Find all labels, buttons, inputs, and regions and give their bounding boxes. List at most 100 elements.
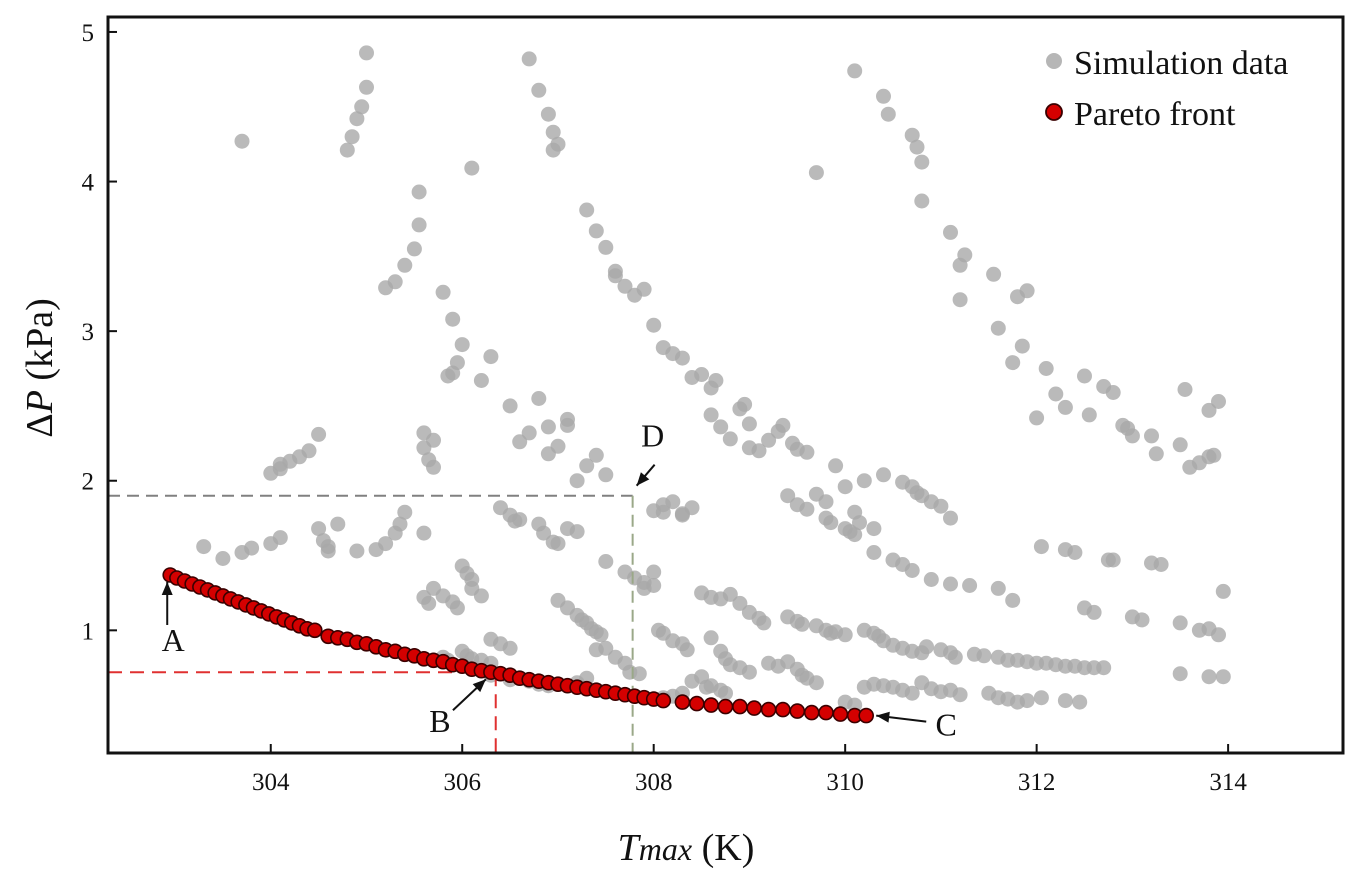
simulation-point (1148, 446, 1164, 462)
x-tick-label: 306 (443, 769, 481, 796)
simulation-point (1172, 437, 1188, 453)
x-axis-unit: (K) (702, 827, 755, 869)
simulation-point (512, 434, 528, 450)
simulation-point (234, 133, 250, 149)
pareto-point (832, 706, 849, 722)
simulation-point (449, 355, 465, 371)
simulation-point (703, 407, 719, 423)
simulation-point (837, 479, 853, 495)
simulation-point (1033, 690, 1049, 706)
simulation-point (794, 616, 810, 632)
x-tick-label: 304 (252, 769, 290, 796)
simulation-point (962, 578, 978, 593)
simulation-point (397, 504, 413, 520)
simulation-point (947, 649, 963, 665)
pareto-point (858, 707, 875, 724)
simulation-point (646, 578, 662, 593)
annotation-d-label: D (641, 418, 664, 454)
simulation-point (244, 540, 260, 556)
simulation-point (1211, 394, 1226, 409)
simulation-point (215, 551, 231, 566)
pareto-point (803, 704, 820, 721)
simulation-point (426, 432, 441, 448)
simulation-point (986, 266, 1002, 282)
simulation-point (406, 241, 422, 257)
simulation-point (852, 515, 867, 531)
simulation-point (540, 106, 556, 122)
simulation-point (473, 373, 489, 388)
simulation-point (876, 467, 891, 483)
simulation-point (1005, 355, 1021, 371)
legend-pareto-marker (1045, 103, 1063, 121)
simulation-point (957, 247, 973, 263)
simulation-point (775, 417, 791, 433)
simulation-point (823, 515, 839, 531)
simulation-point (732, 595, 748, 611)
pareto-point (818, 704, 834, 721)
simulation-point (540, 419, 556, 435)
simulation-point (311, 426, 327, 442)
simulation-point (722, 431, 738, 447)
simulation-point (847, 63, 863, 79)
annotation-b-label: B (429, 703, 450, 739)
simulation-point (579, 458, 595, 474)
y-tick-label: 3 (82, 319, 95, 346)
simulation-point (1124, 428, 1140, 444)
simulation-point (646, 317, 662, 333)
x-axis-main: T (618, 827, 642, 869)
pareto-point (789, 703, 806, 719)
simulation-point (646, 564, 662, 580)
legend-simulation-label: Simulation data (1074, 45, 1288, 82)
simulation-point (349, 111, 365, 127)
x-tick-label: 308 (635, 769, 673, 796)
simulation-point (359, 79, 374, 95)
annotation-d-arrow-head (636, 472, 650, 486)
simulation-point (521, 51, 537, 67)
simulation-point (330, 516, 346, 532)
simulation-point (301, 443, 317, 459)
simulation-point (593, 627, 609, 643)
simulation-point (339, 142, 355, 158)
simulation-point (1057, 693, 1073, 709)
simulation-point (502, 640, 518, 656)
simulation-point (808, 165, 824, 181)
y-axis-title: ΔP (kPa) (19, 298, 61, 437)
simulation-point (674, 350, 690, 366)
simulation-point (387, 274, 403, 290)
simulation-point (598, 554, 614, 569)
simulation-point (1033, 539, 1049, 555)
simulation-point (588, 223, 604, 239)
simulation-point (569, 473, 585, 489)
pareto-point (306, 622, 323, 639)
annotation-b-arrow-head (472, 679, 486, 693)
plot-frame (106, 15, 1345, 755)
simulation-point (521, 425, 537, 441)
simulation-point (1153, 557, 1169, 572)
simulation-point (449, 600, 465, 616)
simulation-point (761, 432, 777, 448)
simulation-point (426, 459, 441, 475)
simulation-point (665, 494, 681, 510)
simulation-point (990, 580, 1006, 596)
simulation-point (1038, 361, 1054, 376)
simulation-point (560, 417, 575, 433)
annotations-layer: A B C D (162, 418, 957, 743)
pareto-point (717, 698, 734, 715)
simulation-point (579, 202, 595, 218)
y-axis-prefix: Δ (19, 413, 61, 437)
simulation-point (311, 521, 327, 537)
simulation-point (354, 99, 370, 115)
simulation-point (828, 458, 844, 474)
simulation-point (1201, 669, 1217, 685)
simulation-point (272, 530, 288, 546)
simulation-point (454, 337, 470, 353)
simulation-point (655, 504, 671, 520)
simulation-point (378, 536, 394, 552)
x-axis-sub: max (639, 831, 692, 867)
y-axis-unit: (kPa) (19, 298, 61, 380)
simulation-point (703, 630, 719, 646)
simulation-point (1215, 583, 1231, 599)
simulation-point (780, 488, 796, 504)
pareto-point (746, 700, 763, 716)
x-tick-label: 310 (826, 769, 864, 796)
